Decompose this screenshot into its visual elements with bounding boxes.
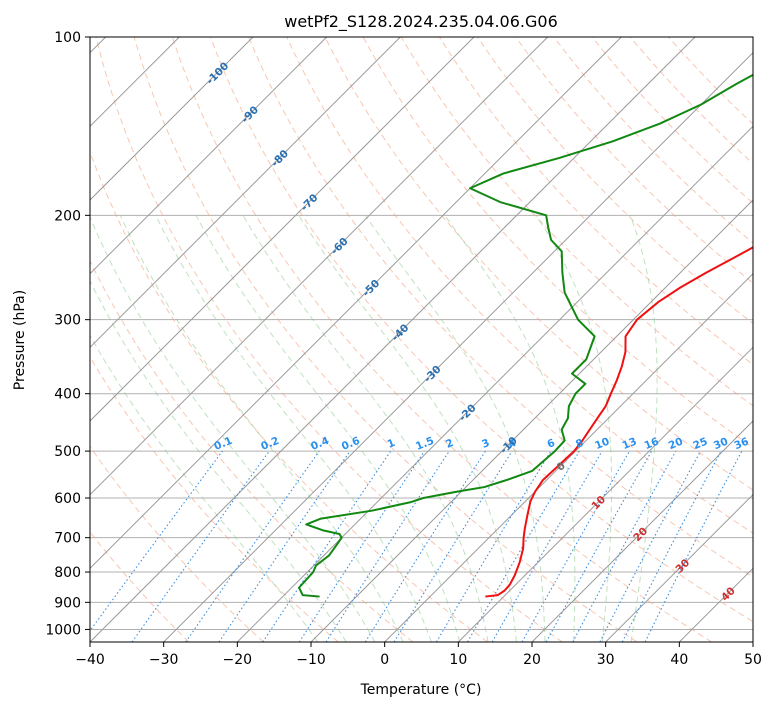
mixing-ratio-label: 25 xyxy=(691,436,709,453)
dry-adiabat xyxy=(629,37,753,165)
x-tick-label: 0 xyxy=(380,652,389,668)
dry-adiabat xyxy=(324,37,753,491)
mixing-ratio-label: 13 xyxy=(621,436,639,453)
mixing-ratio-line xyxy=(218,450,351,642)
y-tick-label: 100 xyxy=(54,30,81,46)
x-tick-label: 20 xyxy=(523,652,541,668)
y-tick-label: 500 xyxy=(54,444,81,460)
dry-adiabat xyxy=(95,37,563,642)
isotherm-line xyxy=(310,199,753,642)
x-tick-label: −10 xyxy=(296,652,326,668)
mixing-ratio-label: 30 xyxy=(712,436,730,453)
isotherm-line xyxy=(90,37,622,570)
x-axis-title: Temperature (°C) xyxy=(360,682,482,698)
isotherm-line xyxy=(163,51,753,642)
mixing-ratio-label: 16 xyxy=(643,436,661,453)
isotherm-line xyxy=(90,37,696,642)
isotherm-line xyxy=(90,37,328,275)
moist-adiabat xyxy=(155,215,432,642)
temperature-profile-line xyxy=(485,246,753,598)
mixing-ratio-line xyxy=(521,450,630,642)
moist-adiabat xyxy=(444,215,576,642)
y-tick-label: 400 xyxy=(54,387,81,403)
isotherm-line xyxy=(531,420,753,642)
dry-adiabat xyxy=(90,445,264,642)
mixing-ratio-label: 36 xyxy=(733,436,751,453)
series-layer xyxy=(298,73,753,598)
isotherm-line xyxy=(605,493,753,642)
dry-adiabat xyxy=(248,37,753,578)
mixing-ratio-label: 2 xyxy=(444,437,455,451)
isotherm-line xyxy=(90,37,549,496)
moist-adiabat xyxy=(119,215,404,642)
dry-adiabat xyxy=(400,37,753,407)
mixing-ratio-line xyxy=(393,450,513,642)
isotherm-line xyxy=(90,37,254,201)
x-tick-label: −30 xyxy=(149,652,179,668)
y-axis-title: Pressure (hPa) xyxy=(12,290,28,390)
mixing-ratio-line xyxy=(467,450,580,642)
x-tick-label: 10 xyxy=(449,652,467,668)
mixing-ratio-line xyxy=(572,450,677,642)
isotherm-line xyxy=(384,272,753,642)
y-tick-label: 200 xyxy=(54,208,81,224)
mixing-ratio-label: 20 xyxy=(667,436,685,453)
moist-adiabat xyxy=(364,215,546,642)
y-tick-label: 800 xyxy=(54,565,81,581)
dry-adiabat xyxy=(90,259,414,642)
moist-adiabat xyxy=(535,215,613,642)
dry-adiabat xyxy=(515,37,753,284)
mixing-ratio-line xyxy=(491,450,603,642)
x-tick-label: −40 xyxy=(75,652,105,668)
x-tick-label: 40 xyxy=(670,652,688,668)
y-tick-label: 700 xyxy=(54,531,81,547)
mixing-ratio-line xyxy=(131,450,270,642)
mixing-ratio-line xyxy=(545,450,653,642)
mixing-ratio-line xyxy=(435,450,552,642)
plot-frame xyxy=(89,36,754,643)
mixing-ratio-line xyxy=(364,450,486,642)
x-tick-label: 50 xyxy=(744,652,762,668)
moist-adiabat xyxy=(90,279,347,642)
y-tick-label: 900 xyxy=(54,595,81,611)
x-tick-label: 30 xyxy=(597,652,615,668)
mixing-ratio-line xyxy=(185,450,320,642)
axes: −40 −30 −20 −10 0 10 20 30 40 50 1000 900 800 700 600 5… xyxy=(45,30,762,668)
isotherm-line xyxy=(457,346,753,642)
mixing-ratio-label: 3 xyxy=(480,437,491,451)
background-lines xyxy=(90,37,753,642)
y-tick-label: 300 xyxy=(54,313,81,329)
dry-adiabat xyxy=(591,37,753,204)
mixing-ratio-line xyxy=(90,450,223,632)
isotherm-line xyxy=(90,37,475,422)
y-tick-label: 1000 xyxy=(45,622,81,638)
moist-adiabat xyxy=(195,215,461,642)
mixing-ratio-line xyxy=(325,450,450,642)
dewpoint-profile-line xyxy=(298,73,753,598)
dry-adiabat xyxy=(171,37,712,642)
x-tick-label: −20 xyxy=(223,652,253,668)
chart-title: wetPf2_S128.2024.235.04.06.G06 xyxy=(284,12,558,32)
dry-adiabat xyxy=(477,37,753,325)
mixing-ratio-label: 10 xyxy=(593,436,611,453)
moist-adiabat xyxy=(90,334,319,642)
mixing-ratio-label: 1 xyxy=(386,437,397,451)
mixing-ratio-label: 6 xyxy=(545,437,556,451)
isotherm-line xyxy=(90,37,401,349)
dry-adiabat xyxy=(210,37,753,623)
mixing-ratio-label: 4 xyxy=(507,437,518,451)
moist-adiabat xyxy=(90,215,376,642)
mixing-ratio-label: 8 xyxy=(574,437,585,451)
dry-adiabat xyxy=(133,37,638,642)
y-tick-label: 600 xyxy=(54,491,81,507)
moist-adiabat xyxy=(629,215,658,642)
